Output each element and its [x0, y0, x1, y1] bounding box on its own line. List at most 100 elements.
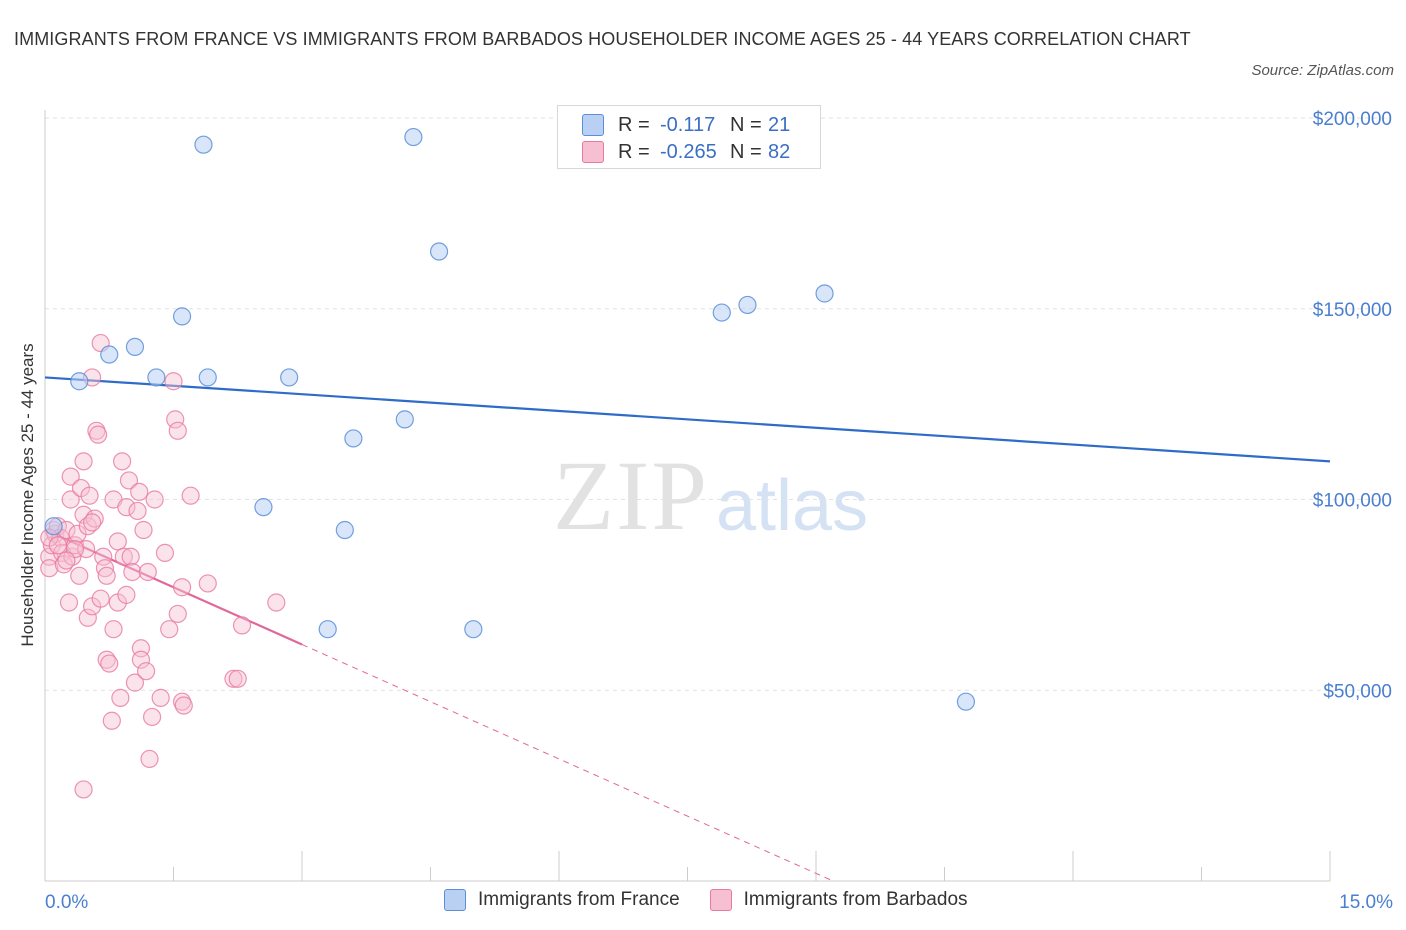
france-point	[712, 303, 731, 322]
barbados-point	[130, 482, 149, 501]
barbados-point	[142, 707, 162, 727]
barbados-point	[117, 498, 136, 517]
legend-swatch-barbados	[709, 889, 732, 911]
barbados-point	[68, 524, 87, 543]
france-point	[100, 345, 119, 364]
series-legend: Immigrants from France Immigrants from B…	[444, 889, 998, 911]
france-point	[44, 517, 63, 536]
barbados-point	[181, 486, 200, 505]
france-point	[194, 135, 213, 154]
barbados-point	[40, 559, 59, 578]
barbados-point	[78, 608, 97, 627]
france-point	[335, 520, 354, 540]
y-tick-label: $200,000	[1313, 109, 1392, 130]
france-point	[70, 372, 89, 391]
barbados-point	[168, 604, 187, 624]
watermark-zip: ZIP	[553, 440, 709, 551]
legend-r-label: R =	[618, 140, 650, 163]
barbados-point	[74, 780, 93, 799]
source-label: Source: ZipAtlas.com	[1251, 62, 1394, 79]
barbados-point	[123, 562, 142, 582]
barbados-point	[151, 688, 170, 707]
legend-item-barbados[interactable]: Immigrants from Barbados	[709, 889, 968, 911]
y-tick-label: $50,000	[1323, 681, 1392, 702]
france-point	[125, 337, 145, 356]
barbados-point	[83, 513, 102, 532]
legend-item-france[interactable]: Immigrants from France	[444, 889, 680, 911]
barbados-point	[57, 551, 76, 570]
barbados-point	[117, 585, 136, 604]
legend-label-france: Immigrants from France	[478, 889, 680, 910]
correlation-legend: R = -0.117 N = 21 R = -0.265 N = 82	[557, 105, 821, 169]
legend-label-barbados: Immigrants from Barbados	[743, 889, 968, 910]
barbados-point	[145, 490, 164, 509]
legend-n-value-barbados: 82	[768, 140, 791, 163]
france-point	[318, 620, 337, 639]
barbados-point	[155, 543, 175, 563]
points-layer	[40, 127, 976, 799]
label-layer: $50,000 $100,000 $150,000 $200,000 0.0% 15.0%…	[18, 109, 1393, 913]
barbados-point	[74, 452, 93, 471]
barbados-point	[108, 532, 127, 551]
barbados-point	[114, 547, 133, 566]
barbados-trend-extension	[301, 644, 834, 882]
barbados-point	[136, 662, 156, 681]
legend-swatch-france	[582, 114, 604, 136]
france-point	[738, 295, 757, 315]
barbados-point	[168, 421, 187, 440]
barbados-point	[134, 520, 153, 540]
barbados-point	[104, 620, 123, 639]
barbados-point	[97, 566, 116, 585]
legend-n-label: N =	[730, 140, 762, 163]
france-point	[147, 368, 166, 387]
barbados-point	[61, 490, 80, 509]
barbados-point	[138, 562, 157, 582]
barbados-point	[59, 593, 79, 612]
barbados-point	[131, 650, 151, 669]
y-tick-label: $150,000	[1313, 300, 1392, 321]
legend-row-france: R = -0.117 N = 21	[582, 112, 790, 138]
barbados-point	[111, 688, 130, 707]
barbados-point	[160, 620, 179, 639]
france-point	[404, 127, 423, 147]
y-axis-title: Householder Income Ages 25 - 44 years	[18, 343, 37, 646]
x-tick-label-min: 0.0%	[45, 892, 88, 913]
france-point	[464, 620, 483, 639]
barbados-point	[112, 452, 132, 471]
barbados-point	[70, 566, 89, 585]
x-tick-label-max: 15.0%	[1339, 892, 1393, 913]
axis-layer	[44, 110, 1331, 882]
france-point	[429, 242, 449, 261]
barbados-point	[172, 578, 192, 597]
barbados-point	[267, 593, 286, 612]
barbados-point	[95, 559, 115, 578]
barbados-point	[94, 547, 113, 566]
legend-swatch-france	[444, 889, 466, 911]
barbados-point	[80, 486, 99, 505]
france-point	[815, 284, 834, 303]
legend-r-value-france: -0.117	[660, 113, 716, 136]
barbados-point	[174, 696, 193, 715]
barbados-point	[198, 574, 217, 593]
france-point	[344, 429, 363, 448]
barbados-point	[48, 536, 67, 555]
legend-n-label: N =	[730, 113, 762, 136]
barbados-point	[140, 749, 159, 769]
barbados-point	[125, 673, 145, 692]
grid-layer	[45, 117, 1390, 691]
legend-n-value-france: 21	[768, 113, 791, 136]
barbados-point	[121, 547, 140, 566]
barbados-point	[232, 616, 252, 635]
legend-row-barbados: R = -0.265 N = 82	[582, 139, 790, 165]
legend-r-label: R =	[618, 113, 650, 136]
france-trend-line	[44, 376, 1331, 463]
legend-swatch-barbados	[582, 141, 604, 163]
barbados-point	[89, 425, 108, 444]
france-point	[395, 410, 414, 429]
y-tick-label: $100,000	[1313, 491, 1392, 512]
barbados-point	[228, 669, 247, 688]
legend-r-value-barbados: -0.265	[660, 140, 717, 163]
barbados-point	[100, 654, 119, 673]
watermark-atlas: atlas	[716, 466, 869, 546]
